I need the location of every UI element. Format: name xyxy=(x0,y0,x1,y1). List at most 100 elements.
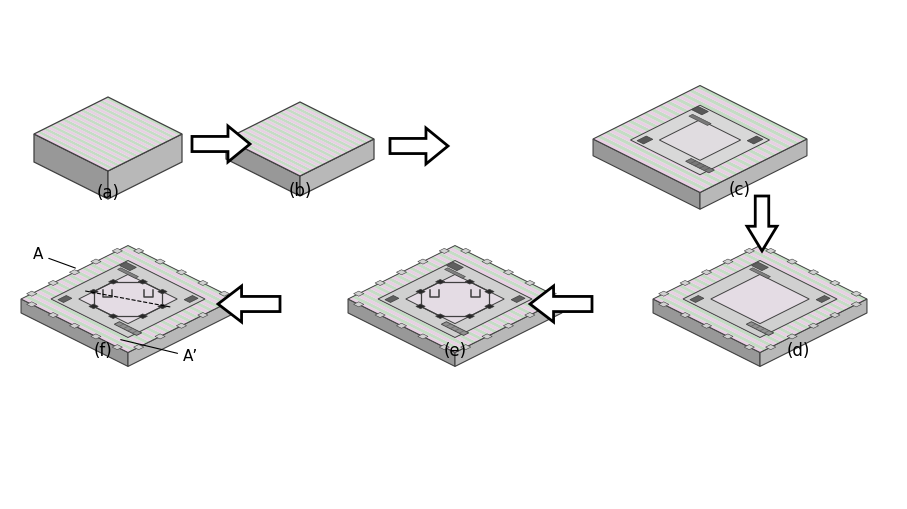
Polygon shape xyxy=(63,276,174,331)
Polygon shape xyxy=(285,108,362,147)
Polygon shape xyxy=(395,274,505,329)
Polygon shape xyxy=(58,296,72,302)
Polygon shape xyxy=(658,105,769,160)
Polygon shape xyxy=(723,334,733,339)
Polygon shape xyxy=(600,133,711,189)
Polygon shape xyxy=(356,294,465,349)
Polygon shape xyxy=(597,135,707,190)
Polygon shape xyxy=(219,302,229,307)
Polygon shape xyxy=(70,323,80,328)
Polygon shape xyxy=(437,252,548,308)
Polygon shape xyxy=(49,125,126,163)
Polygon shape xyxy=(155,259,165,264)
Polygon shape xyxy=(192,126,250,162)
Polygon shape xyxy=(83,108,161,146)
Polygon shape xyxy=(158,289,167,294)
Polygon shape xyxy=(616,126,727,181)
Polygon shape xyxy=(830,313,840,318)
Polygon shape xyxy=(688,279,799,334)
Polygon shape xyxy=(681,283,792,338)
Polygon shape xyxy=(714,267,824,322)
Polygon shape xyxy=(93,262,203,317)
Polygon shape xyxy=(701,323,712,328)
Polygon shape xyxy=(250,125,327,164)
Polygon shape xyxy=(278,111,356,150)
Polygon shape xyxy=(418,334,428,339)
Polygon shape xyxy=(291,105,368,144)
Polygon shape xyxy=(366,288,476,344)
Polygon shape xyxy=(619,124,730,179)
Polygon shape xyxy=(760,299,867,366)
Polygon shape xyxy=(416,289,425,294)
Text: (a): (a) xyxy=(96,184,120,202)
Polygon shape xyxy=(643,112,754,167)
Polygon shape xyxy=(85,265,196,320)
Polygon shape xyxy=(44,128,121,166)
Polygon shape xyxy=(60,277,171,333)
Polygon shape xyxy=(35,290,146,345)
Polygon shape xyxy=(133,345,144,350)
Polygon shape xyxy=(402,270,512,326)
Polygon shape xyxy=(117,249,228,304)
Polygon shape xyxy=(64,117,141,156)
Text: A: A xyxy=(33,247,75,268)
Polygon shape xyxy=(39,288,150,344)
Polygon shape xyxy=(405,269,515,324)
Polygon shape xyxy=(418,259,428,264)
Polygon shape xyxy=(103,256,213,312)
Polygon shape xyxy=(89,263,200,319)
Polygon shape xyxy=(512,296,525,302)
Polygon shape xyxy=(254,124,331,162)
Polygon shape xyxy=(79,274,177,324)
Polygon shape xyxy=(746,322,774,335)
Text: (b): (b) xyxy=(288,182,312,200)
Polygon shape xyxy=(43,287,153,342)
Polygon shape xyxy=(124,245,235,301)
Polygon shape xyxy=(446,262,463,271)
Polygon shape xyxy=(851,291,862,296)
Polygon shape xyxy=(455,299,562,366)
Polygon shape xyxy=(398,272,509,327)
Polygon shape xyxy=(525,313,535,318)
Polygon shape xyxy=(426,258,537,313)
Polygon shape xyxy=(703,272,814,327)
Polygon shape xyxy=(766,248,775,253)
Polygon shape xyxy=(276,113,353,151)
Polygon shape xyxy=(635,116,746,172)
Polygon shape xyxy=(378,261,532,337)
Polygon shape xyxy=(609,129,719,185)
Polygon shape xyxy=(434,254,544,309)
Polygon shape xyxy=(448,247,559,302)
Polygon shape xyxy=(133,248,144,253)
Polygon shape xyxy=(444,268,465,278)
Polygon shape xyxy=(257,122,334,160)
Polygon shape xyxy=(71,272,181,327)
Polygon shape xyxy=(787,259,797,264)
Polygon shape xyxy=(219,291,229,296)
Polygon shape xyxy=(412,265,522,320)
Polygon shape xyxy=(593,137,704,192)
Polygon shape xyxy=(369,287,480,342)
Polygon shape xyxy=(680,280,690,286)
Polygon shape xyxy=(375,313,385,318)
Polygon shape xyxy=(121,247,231,302)
Polygon shape xyxy=(158,304,167,308)
Polygon shape xyxy=(107,254,217,309)
Polygon shape xyxy=(176,323,187,328)
Polygon shape xyxy=(21,299,128,366)
Polygon shape xyxy=(90,105,167,143)
Polygon shape xyxy=(647,110,757,166)
Polygon shape xyxy=(128,299,235,366)
Polygon shape xyxy=(612,128,723,183)
Polygon shape xyxy=(624,122,735,177)
Polygon shape xyxy=(686,158,715,173)
Polygon shape xyxy=(74,112,151,151)
Polygon shape xyxy=(423,260,533,315)
Polygon shape xyxy=(99,100,176,138)
Polygon shape xyxy=(385,296,399,302)
Polygon shape xyxy=(89,304,98,308)
Polygon shape xyxy=(756,245,867,301)
Polygon shape xyxy=(658,302,668,307)
Polygon shape xyxy=(692,277,803,333)
Polygon shape xyxy=(46,126,123,165)
